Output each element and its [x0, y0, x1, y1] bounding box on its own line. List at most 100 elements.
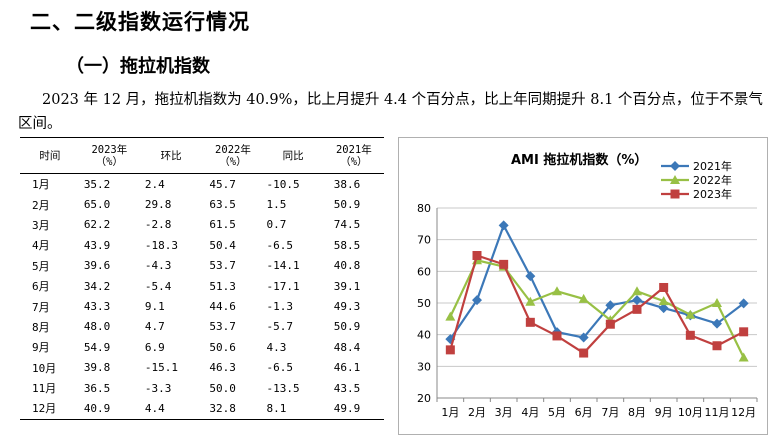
table-cell: 62.2: [83, 218, 111, 232]
table-cell: 40.8: [333, 259, 361, 273]
data-point: [605, 319, 615, 329]
table-cell: 49.9: [323, 398, 384, 420]
data-point: [658, 296, 669, 306]
table-cell: 45.7: [209, 177, 236, 191]
table-cell: 48.0: [83, 320, 111, 334]
table-cell: 54.9: [83, 340, 111, 354]
data-table: 时间 2023年 （%） 环比 2022年 （%） 同比 2021年 （%） 1月 35.2 2.4…: [20, 137, 384, 420]
table-cell: 50.0: [209, 381, 236, 395]
table-cell: 10月: [32, 361, 57, 375]
table-row: 2月 65.0 29.8 63.5 1.5 50.9: [20, 194, 384, 214]
table-cell: 50.9: [333, 198, 361, 212]
table-cell: 50.6: [209, 340, 236, 354]
table-cell: 3月: [32, 218, 50, 232]
data-point: [552, 331, 562, 341]
table-cell: 49.3: [333, 300, 361, 314]
table-cell: 53.7: [209, 320, 236, 334]
x-tick-label: 12月: [731, 406, 756, 419]
table-cell: 4.7: [144, 320, 165, 334]
data-point: [712, 341, 722, 351]
summary-paragraph: 2023 年 12 月，拖拉机指数为 40.9%，比上月提升 4.4 个百分点，…: [18, 88, 777, 136]
data-point: [445, 311, 456, 321]
table-cell: 7月: [32, 300, 50, 314]
data-point: [498, 220, 509, 231]
data-point: [632, 304, 642, 314]
table-cell: 11月: [32, 382, 57, 396]
table-cell: 1月: [32, 178, 50, 192]
table-cell: 12月: [20, 398, 80, 420]
table-header-cell: 2022年 （%）: [203, 137, 263, 174]
x-tick-label: 4月: [521, 406, 539, 419]
table-cell: 61.5: [209, 218, 236, 232]
table-cell: 50.4: [209, 238, 236, 252]
table-cell: 43.9: [83, 238, 111, 252]
table-row: 4月 43.9 -18.3 50.4 -6.5 58.5: [20, 235, 384, 255]
series-line-2023年: [449, 254, 745, 355]
table-cell: 44.6: [209, 300, 236, 314]
table-cell: 4.4: [138, 398, 204, 420]
table-cell: 43.3: [83, 300, 111, 314]
y-tick-label: 60: [417, 265, 431, 278]
table-cell: 65.0: [83, 198, 111, 212]
data-point: [658, 303, 669, 314]
legend-marker: [670, 175, 680, 184]
table-cell: 34.2: [83, 279, 111, 293]
y-tick-label: 50: [417, 297, 431, 310]
data-point: [685, 330, 695, 340]
table-cell: 2月: [32, 198, 50, 212]
table-row: 6月 34.2 -5.4 51.3 -17.1 39.1: [20, 276, 384, 296]
table-cell: 9月: [32, 341, 50, 355]
table-row: 1月 35.2 2.4 45.7 -10.5 38.6: [20, 174, 384, 195]
table-cell: -4.3: [144, 259, 172, 273]
table-cell: 39.6: [83, 259, 111, 273]
x-tick-label: 9月: [655, 406, 673, 419]
table-body: 1月 35.2 2.4 45.7 -10.5 38.6 2月 65.0 29.8 63.5 1.5 5…: [20, 174, 384, 420]
table-cell: 1.5: [266, 198, 287, 212]
table-cell: -5.4: [144, 279, 172, 293]
chart-container: AMI 拖拉机指数（%） 20 30 40 50 60 70 80 1月 2月 3月 4月 5月 6月 7月…: [398, 137, 768, 435]
data-point: [739, 327, 749, 337]
table-cell: -10.5: [266, 177, 300, 191]
x-tick-label: 3月: [495, 406, 513, 419]
data-point: [552, 286, 562, 296]
table-cell: 46.3: [209, 361, 236, 375]
table-cell: -17.1: [266, 279, 300, 293]
data-point: [525, 317, 535, 327]
table-cell: -5.7: [266, 320, 293, 334]
data-point: [525, 296, 536, 306]
table-cell: 8月: [32, 320, 50, 334]
data-point: [472, 251, 482, 260]
table-cell: 2.4: [144, 177, 165, 191]
table-cell: 43.5: [333, 381, 361, 395]
data-point: [632, 295, 642, 306]
data-point: [632, 286, 642, 296]
table-cell: -15.1: [144, 361, 178, 375]
y-tick-label: 80: [417, 202, 431, 215]
table-cell: -18.3: [144, 238, 178, 252]
table-cell: -1.3: [266, 300, 293, 314]
table-cell: -13.5: [266, 381, 300, 395]
data-point: [499, 259, 509, 269]
data-point: [659, 282, 669, 292]
table-cell: 39.8: [83, 361, 111, 375]
table-cell: 32.8: [203, 398, 263, 420]
table-cell: -3.3: [144, 381, 172, 395]
table-cell: 6.9: [144, 340, 165, 354]
legend-marker: [670, 189, 680, 199]
table-row: 12月 40.9 4.4 32.8 8.1 49.9: [20, 398, 384, 420]
data-point: [578, 332, 589, 343]
table-cell: 29.8: [144, 198, 172, 212]
x-tick-label: 1月: [441, 406, 459, 419]
table-row: 3月 62.2 -2.8 61.5 0.7 74.5: [20, 215, 384, 235]
x-tick-label: 2月: [468, 406, 486, 419]
table-cell: 48.4: [333, 340, 361, 354]
data-point: [685, 309, 696, 319]
table-cell: 63.5: [209, 198, 236, 212]
data-point: [472, 295, 482, 306]
legend-label: 2023年: [693, 187, 732, 201]
legend-label: 2022年: [693, 173, 732, 187]
table-cell: 6月: [32, 280, 50, 294]
table-row: 9月 54.9 6.9 50.6 4.3 48.4: [20, 337, 384, 357]
y-tick-label: 30: [417, 360, 431, 373]
table-cell: 0.7: [266, 218, 287, 232]
